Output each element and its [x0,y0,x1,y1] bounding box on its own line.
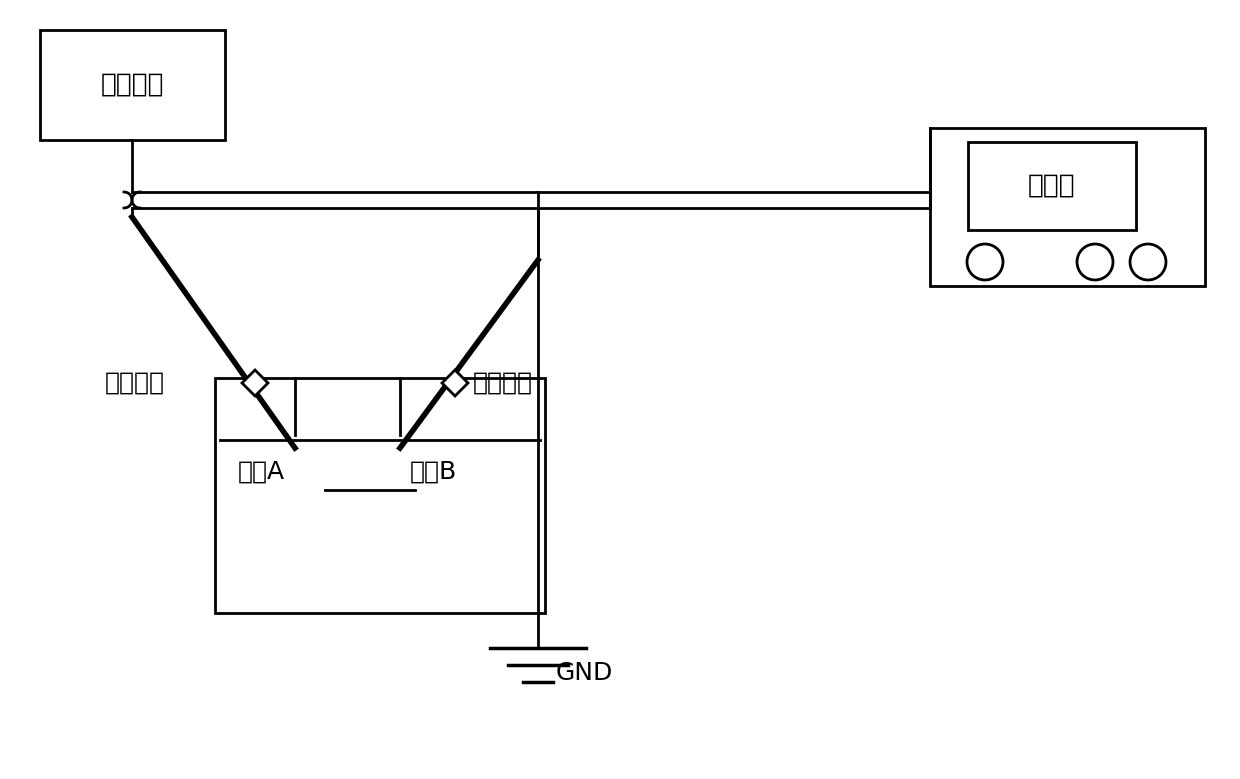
Polygon shape [242,370,268,396]
Text: 弹性套环: 弹性套环 [105,371,165,395]
FancyBboxPatch shape [930,128,1205,286]
Polygon shape [441,370,467,396]
Text: 电极A: 电极A [238,460,285,484]
Text: 示波器: 示波器 [1028,173,1076,199]
Text: 电极B: 电极B [410,460,458,484]
Circle shape [967,244,1003,280]
Circle shape [1130,244,1166,280]
FancyBboxPatch shape [968,142,1136,230]
Text: 高压电源: 高压电源 [100,72,164,98]
FancyBboxPatch shape [40,30,224,140]
Circle shape [1078,244,1114,280]
FancyBboxPatch shape [215,378,546,613]
Text: 弹性套环: 弹性套环 [472,371,533,395]
Text: GND: GND [556,661,614,685]
